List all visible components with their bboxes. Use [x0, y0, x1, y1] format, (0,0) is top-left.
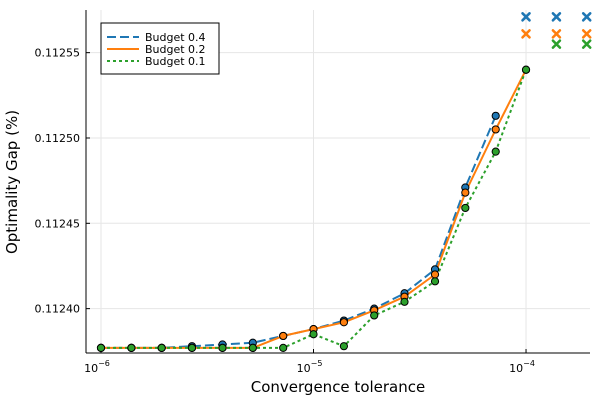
unconverged-marker-series-3	[551, 39, 562, 49]
data-point-series-3	[309, 330, 318, 339]
unconverged-marker-series-2	[551, 29, 562, 39]
legend-label-3: Budget 0.1	[145, 55, 206, 68]
data-point-series-2	[491, 125, 500, 134]
y-tick-label: 0.11250	[35, 132, 81, 145]
data-point-series-3	[461, 203, 470, 213]
data-point-series-2	[461, 188, 470, 197]
data-point-series-2	[339, 318, 349, 327]
data-point-series-3	[218, 343, 227, 352]
unconverged-marker-series-1	[551, 12, 562, 22]
marker-layer	[96, 12, 592, 352]
data-point-series-2	[430, 270, 440, 279]
unconverged-marker-series-3	[581, 39, 592, 49]
data-point-series-3	[339, 342, 349, 351]
data-point-series-3	[491, 147, 500, 156]
unconverged-marker-series-1	[581, 12, 592, 22]
x-tick-label: 10−5	[297, 359, 323, 375]
unconverged-marker-series-1	[521, 12, 531, 22]
series-line-1	[101, 115, 497, 349]
data-point-series-3	[248, 343, 257, 352]
unconverged-marker-series-2	[581, 29, 592, 39]
x-tick-label: 10−4	[509, 359, 535, 375]
data-point-series-3	[187, 343, 197, 352]
data-point-series-3	[400, 297, 409, 306]
x-tick-label: 10−6	[84, 359, 110, 375]
y-tick-label: 0.11255	[35, 47, 81, 60]
data-point-series-3	[127, 343, 136, 352]
data-point-series-3	[370, 311, 379, 320]
y-axis-title: Optimality Gap (%)	[3, 110, 21, 254]
x-axis-title: Convergence tolerance	[251, 378, 425, 396]
series-line-3	[101, 69, 527, 349]
data-point-series-1	[491, 111, 500, 120]
data-point-series-3	[521, 65, 531, 74]
y-tick-label: 0.11245	[35, 217, 81, 230]
axes-layer	[85, 10, 590, 354]
y-tick-label: 0.11240	[35, 303, 81, 316]
data-point-series-3	[279, 343, 288, 352]
data-point-series-3	[157, 343, 166, 352]
data-point-series-3	[96, 343, 106, 352]
data-point-series-3	[430, 277, 440, 286]
data-point-series-2	[279, 331, 288, 341]
legend-label-2: Budget 0.2	[145, 43, 206, 56]
legend-label-1: Budget 0.4	[145, 31, 206, 44]
tick-layer: 10−6 10−5 10−4 0.11240 0.11245 0.11250 0.11255	[35, 47, 535, 375]
unconverged-marker-series-2	[521, 29, 531, 39]
